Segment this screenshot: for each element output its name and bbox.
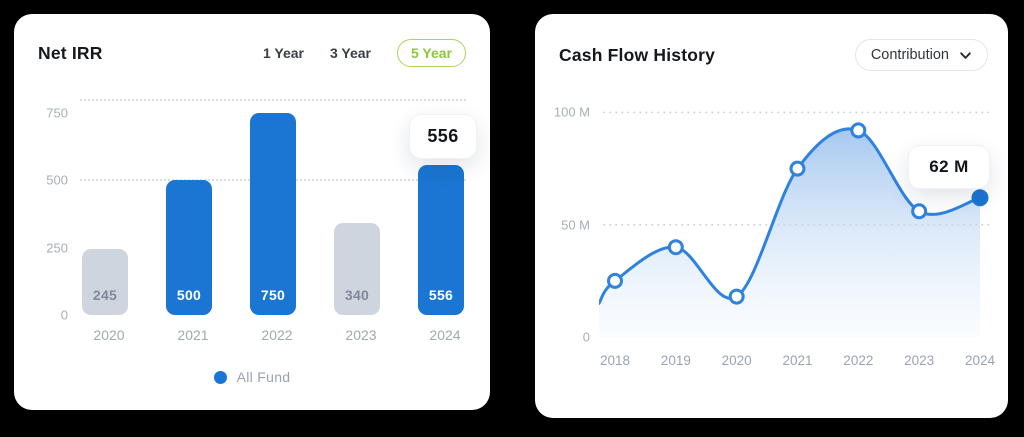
x-tick-label: 2019	[660, 353, 691, 368]
area-y-axis: 100 M 50 M 0	[554, 99, 599, 345]
bar-value-label: 340	[344, 287, 370, 303]
cashflow-filter-dropdown[interactable]: Contribution	[854, 39, 988, 71]
x-tick-label: 2021	[782, 353, 813, 368]
bars-row: 245 500 750 340 556	[80, 99, 466, 315]
net-irr-title: Net IRR	[38, 42, 103, 63]
net-irr-header: Net IRR 1 Year 3 Year 5 Year	[38, 39, 466, 67]
bar-value-label: 556	[428, 287, 454, 303]
chevron-down-icon	[960, 51, 971, 59]
trend-line	[597, 127, 982, 305]
tab-3-year[interactable]: 3 Year	[329, 45, 371, 61]
x-tick-label: 2020	[93, 327, 125, 343]
data-point-2018[interactable]	[607, 272, 623, 289]
bar-2022[interactable]: 750	[250, 112, 296, 315]
grid-line	[80, 99, 466, 101]
tab-5-year[interactable]: 5 Year	[396, 39, 466, 67]
bar-y-axis: 750 500 250 0	[38, 99, 80, 323]
x-tick-label: 2024	[964, 353, 996, 368]
y-tick-label: 50 M	[561, 217, 590, 233]
net-irr-card: Net IRR 1 Year 3 Year 5 Year 750 500 250 0 …	[14, 14, 490, 410]
bar-value-label: 750	[260, 287, 286, 303]
bar-value-label: 500	[176, 287, 202, 303]
bar-2023[interactable]: 340	[334, 223, 380, 315]
area-fill	[599, 128, 980, 337]
y-tick-label: 250	[46, 240, 68, 255]
y-tick-label: 500	[46, 172, 68, 188]
data-point-2023[interactable]	[911, 203, 928, 220]
x-tick-label: 2022	[843, 353, 874, 368]
cash-flow-svg	[597, 111, 993, 337]
x-tick-label: 2022	[261, 327, 293, 343]
y-tick-label: 0	[60, 307, 68, 323]
area-value-tooltip: 62 M	[908, 144, 990, 189]
data-point-2019[interactable]	[667, 239, 684, 256]
legend[interactable]: All Fund	[38, 369, 466, 385]
x-tick-label: 2023	[904, 353, 935, 368]
cash-flow-header: Cash Flow History Contribution	[559, 39, 988, 71]
data-point-2022[interactable]	[850, 122, 867, 139]
net-irr-bar-chart: 750 500 250 0 556 245 500 750 340 556	[38, 99, 477, 323]
bar-2021[interactable]: 500	[166, 180, 212, 315]
tab-1-year[interactable]: 1 Year	[262, 45, 304, 61]
legend-label: All Fund	[236, 369, 291, 385]
dropdown-selected-value: Contribution	[870, 47, 949, 63]
x-tick-label: 2021	[177, 327, 209, 343]
x-tick-label: 2023	[345, 327, 377, 343]
legend-dot-icon	[213, 370, 227, 384]
y-tick-label: 0	[582, 329, 590, 345]
bar-plot-area: 556 245 500 750 340 556	[80, 99, 477, 315]
bar-2020[interactable]: 245	[82, 248, 128, 315]
data-point-2024[interactable]	[971, 189, 989, 207]
y-tick-label: 100 M	[553, 104, 590, 120]
area-x-axis: 2018 2019 2020 2021 2022 2023 2024	[599, 353, 995, 373]
bar-2024[interactable]: 556	[418, 164, 464, 315]
area-plot-area: 62 M	[597, 99, 993, 339]
data-point-2021[interactable]	[789, 160, 806, 177]
cash-flow-area-chart: 100 M 50 M 0 62 M	[554, 99, 993, 345]
cash-flow-card: Cash Flow History Contribution 100 M 50 M…	[535, 14, 1008, 418]
bar-value-label: 245	[92, 287, 118, 303]
period-tabs: 1 Year 3 Year 5 Year	[263, 39, 466, 67]
x-tick-label: 2024	[429, 327, 461, 343]
cash-flow-title: Cash Flow History	[559, 44, 716, 65]
bar-value-tooltip: 556	[409, 113, 477, 159]
bar-x-axis: 2020 2021 2022 2023 2024	[82, 327, 466, 347]
x-tick-label: 2018	[599, 353, 631, 368]
y-tick-label: 750	[46, 105, 68, 120]
x-tick-label: 2020	[721, 353, 752, 368]
data-point-2020[interactable]	[728, 288, 745, 305]
